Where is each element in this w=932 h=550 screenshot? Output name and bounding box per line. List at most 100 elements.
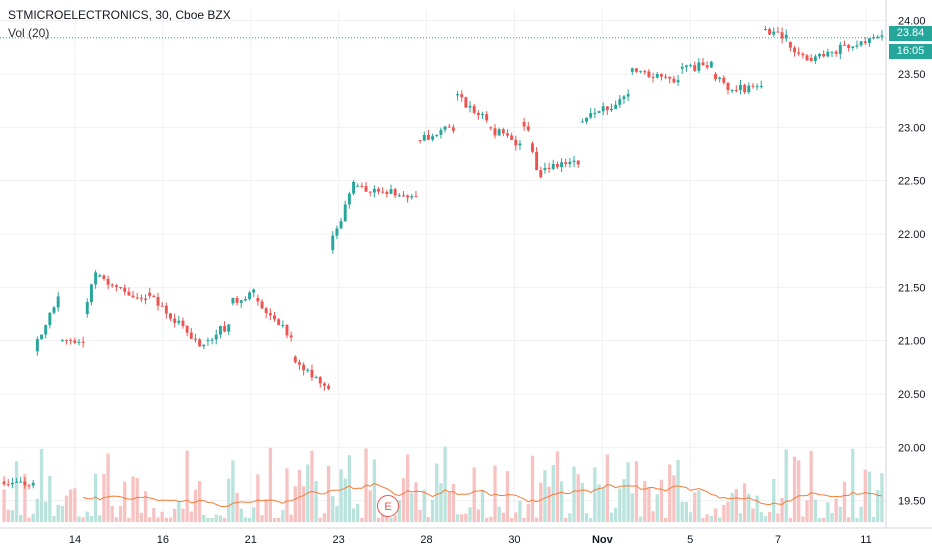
- time-tick-label: 28: [420, 534, 432, 546]
- candle-body: [314, 377, 318, 379]
- volume-bar: [497, 506, 501, 522]
- candle-body: [597, 111, 601, 113]
- volume-ma: [82, 482, 882, 508]
- candle-body: [784, 34, 788, 39]
- volume-indicator-label[interactable]: Vol (20): [8, 26, 50, 40]
- candle-body: [206, 340, 210, 342]
- volume-bar: [35, 498, 40, 522]
- candle-body: [834, 51, 838, 54]
- candle-body: [198, 339, 202, 347]
- earnings-marker-icon[interactable]: E: [377, 495, 399, 517]
- candle-body: [19, 481, 23, 483]
- volume-bar: [148, 517, 152, 522]
- candle-body: [381, 191, 385, 193]
- volume-bar: [464, 513, 468, 522]
- symbol-title[interactable]: STMICROELECTRONICS, 30, Cboe BZX: [8, 8, 231, 22]
- candle-body: [693, 65, 697, 71]
- volume-bar: [322, 513, 327, 522]
- volume-bar: [385, 516, 389, 522]
- last-price-tag: 23.84: [889, 26, 932, 41]
- time-axis[interactable]: 14 16 21 23 28 30 Nov 5 7 11: [0, 527, 932, 550]
- candle-body: [468, 105, 472, 108]
- candle-body: [15, 481, 19, 483]
- volume-bar: [559, 481, 564, 522]
- candle-body: [102, 275, 106, 279]
- volume-bar: [759, 512, 763, 522]
- candle-body: [601, 106, 605, 112]
- candle-body: [123, 287, 127, 292]
- candle-body: [364, 186, 368, 192]
- volume-bar: [426, 517, 431, 522]
- volume-bar: [85, 511, 89, 522]
- candle-body: [705, 65, 709, 68]
- candle-body: [289, 335, 293, 338]
- candle-body: [431, 136, 435, 140]
- volume-bar: [239, 508, 243, 522]
- candle-body: [797, 52, 801, 54]
- volume-bar: [460, 514, 464, 522]
- volume-bar: [98, 515, 102, 522]
- candle-body: [202, 344, 206, 347]
- volume-bar: [152, 507, 156, 522]
- volume-bar: [485, 517, 489, 522]
- candle-body: [447, 126, 451, 128]
- volume-bar: [755, 495, 759, 522]
- candle-body: [335, 228, 339, 236]
- candle-body: [239, 300, 243, 303]
- volume-bar: [60, 506, 64, 522]
- candle-body: [119, 287, 123, 289]
- candle-body: [759, 85, 763, 87]
- volume-bar: [123, 481, 127, 522]
- volume-bar: [168, 517, 173, 522]
- volume-bar: [514, 512, 518, 522]
- candle-body: [310, 369, 314, 378]
- candle-body: [52, 307, 56, 313]
- volume-bar: [193, 489, 198, 522]
- volume-bar: [584, 513, 589, 522]
- price-axis[interactable]: 24.00 23.50 23.00 22.50 22.00 21.50 21.00 20.50…: [885, 0, 932, 550]
- candle-body: [35, 339, 39, 352]
- candle-body: [106, 278, 110, 285]
- volume-bar: [763, 516, 768, 522]
- volume-bar: [643, 481, 647, 522]
- volume-bar: [543, 470, 547, 522]
- volume-bar: [376, 517, 381, 522]
- candle-body: [522, 122, 526, 127]
- candle-body: [356, 185, 360, 187]
- volume-bar: [331, 496, 335, 522]
- candle-body: [331, 235, 335, 250]
- candle-body: [709, 61, 713, 68]
- volume-bar: [509, 517, 514, 522]
- volume-bar: [447, 492, 451, 522]
- volume-bar: [272, 518, 277, 522]
- volume-bar: [609, 512, 614, 522]
- candle-body: [98, 275, 102, 277]
- volume-bar: [742, 483, 747, 522]
- candle-body: [859, 41, 863, 46]
- volume-bar: [418, 510, 422, 522]
- volume-bar: [817, 517, 822, 522]
- candle-body: [414, 196, 418, 198]
- volume-bar: [285, 468, 289, 522]
- candle-body: [135, 297, 139, 299]
- candle-body: [368, 191, 372, 193]
- time-tick-label: 23: [333, 534, 345, 546]
- time-tick-label: 5: [687, 534, 693, 546]
- volume-bar: [372, 459, 377, 522]
- candle-body: [655, 73, 659, 78]
- volume-bar: [576, 474, 580, 522]
- volume-bar: [343, 478, 347, 522]
- candle-body: [89, 284, 93, 303]
- volume-bar: [222, 517, 227, 522]
- volume-bar: [672, 475, 676, 522]
- candle-body: [643, 71, 647, 73]
- candle-body: [506, 133, 509, 136]
- volume-bar: [638, 516, 643, 522]
- volume-bar: [580, 482, 585, 522]
- volume-bar: [439, 483, 443, 522]
- volume-bar: [227, 478, 231, 522]
- candle-body: [855, 45, 859, 47]
- candle-body: [776, 31, 780, 33]
